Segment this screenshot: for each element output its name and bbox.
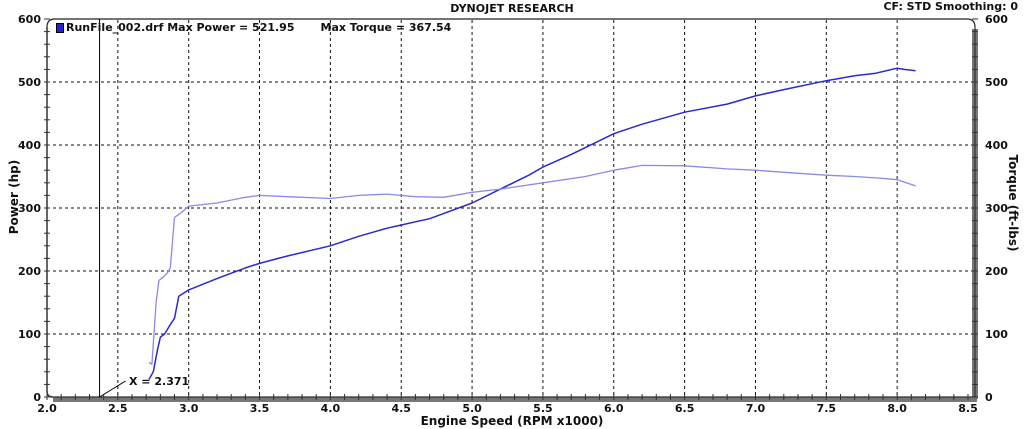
x-tick-label: 2.5 bbox=[108, 402, 128, 415]
y-left-tick-label: 200 bbox=[18, 265, 41, 278]
y-left-tick-label: 600 bbox=[18, 13, 41, 26]
x-tick-label: 5.0 bbox=[462, 402, 482, 415]
left-axis-line bbox=[46, 27, 54, 398]
x-tick-label: 8.5 bbox=[958, 402, 978, 415]
y-left-tick-label: 0 bbox=[33, 391, 41, 404]
plot-frame-top bbox=[46, 18, 976, 28]
x-tick-label: 4.0 bbox=[321, 402, 341, 415]
y-axis-left-label: Power (hp) bbox=[7, 159, 21, 235]
y-right-tick-label: 200 bbox=[985, 265, 1008, 278]
power-curve bbox=[148, 67, 916, 380]
x-tick-label: 2.0 bbox=[37, 402, 57, 415]
y-right-tick-label: 600 bbox=[985, 13, 1008, 26]
cursor-readout: X = 2.371 bbox=[129, 375, 190, 388]
y-left-tick-label: 100 bbox=[18, 328, 41, 341]
legend-max-torque: Max Torque = 367.54 bbox=[320, 21, 452, 34]
y-right-tick-label: 0 bbox=[985, 391, 993, 404]
x-tick-label: 6.0 bbox=[604, 402, 624, 415]
cursor-leader-line bbox=[99, 380, 126, 398]
y-right-tick-label: 500 bbox=[985, 76, 1008, 89]
x-tick-label: 7.0 bbox=[746, 402, 766, 415]
x-tick-label: 3.0 bbox=[179, 402, 199, 415]
legend: RunFile_002.drf Max Power = 521.95 Max T… bbox=[56, 21, 451, 34]
y-right-tick-label: 100 bbox=[985, 328, 1008, 341]
y-left-tick-label: 300 bbox=[18, 202, 41, 215]
y-left-tick-label: 500 bbox=[18, 76, 41, 89]
x-axis-label: Engine Speed (RPM x1000) bbox=[420, 414, 604, 428]
correction-factor-info: CF: STD Smoothing: 0 bbox=[883, 0, 1018, 13]
x-tick-label: 5.5 bbox=[533, 402, 553, 415]
chart-title: DYNOJET RESEARCH bbox=[450, 2, 574, 15]
x-tick-label: 4.5 bbox=[391, 402, 411, 415]
x-tick-label: 7.5 bbox=[817, 402, 837, 415]
y-right-tick-label: 400 bbox=[985, 139, 1008, 152]
x-tick-label: 6.5 bbox=[675, 402, 695, 415]
x-tick-label: 8.0 bbox=[887, 402, 907, 415]
torque-curve bbox=[148, 164, 916, 365]
y-left-tick-label: 400 bbox=[18, 139, 41, 152]
legend-run-file: RunFile_002.drf Max Power = 521.95 bbox=[66, 21, 295, 34]
legend-swatch-icon[interactable] bbox=[56, 22, 64, 33]
y-axis-right-label: Torque (ft-lbs) bbox=[1006, 154, 1020, 252]
x-tick-label: 3.5 bbox=[250, 402, 270, 415]
y-right-tick-label: 300 bbox=[985, 202, 1008, 215]
